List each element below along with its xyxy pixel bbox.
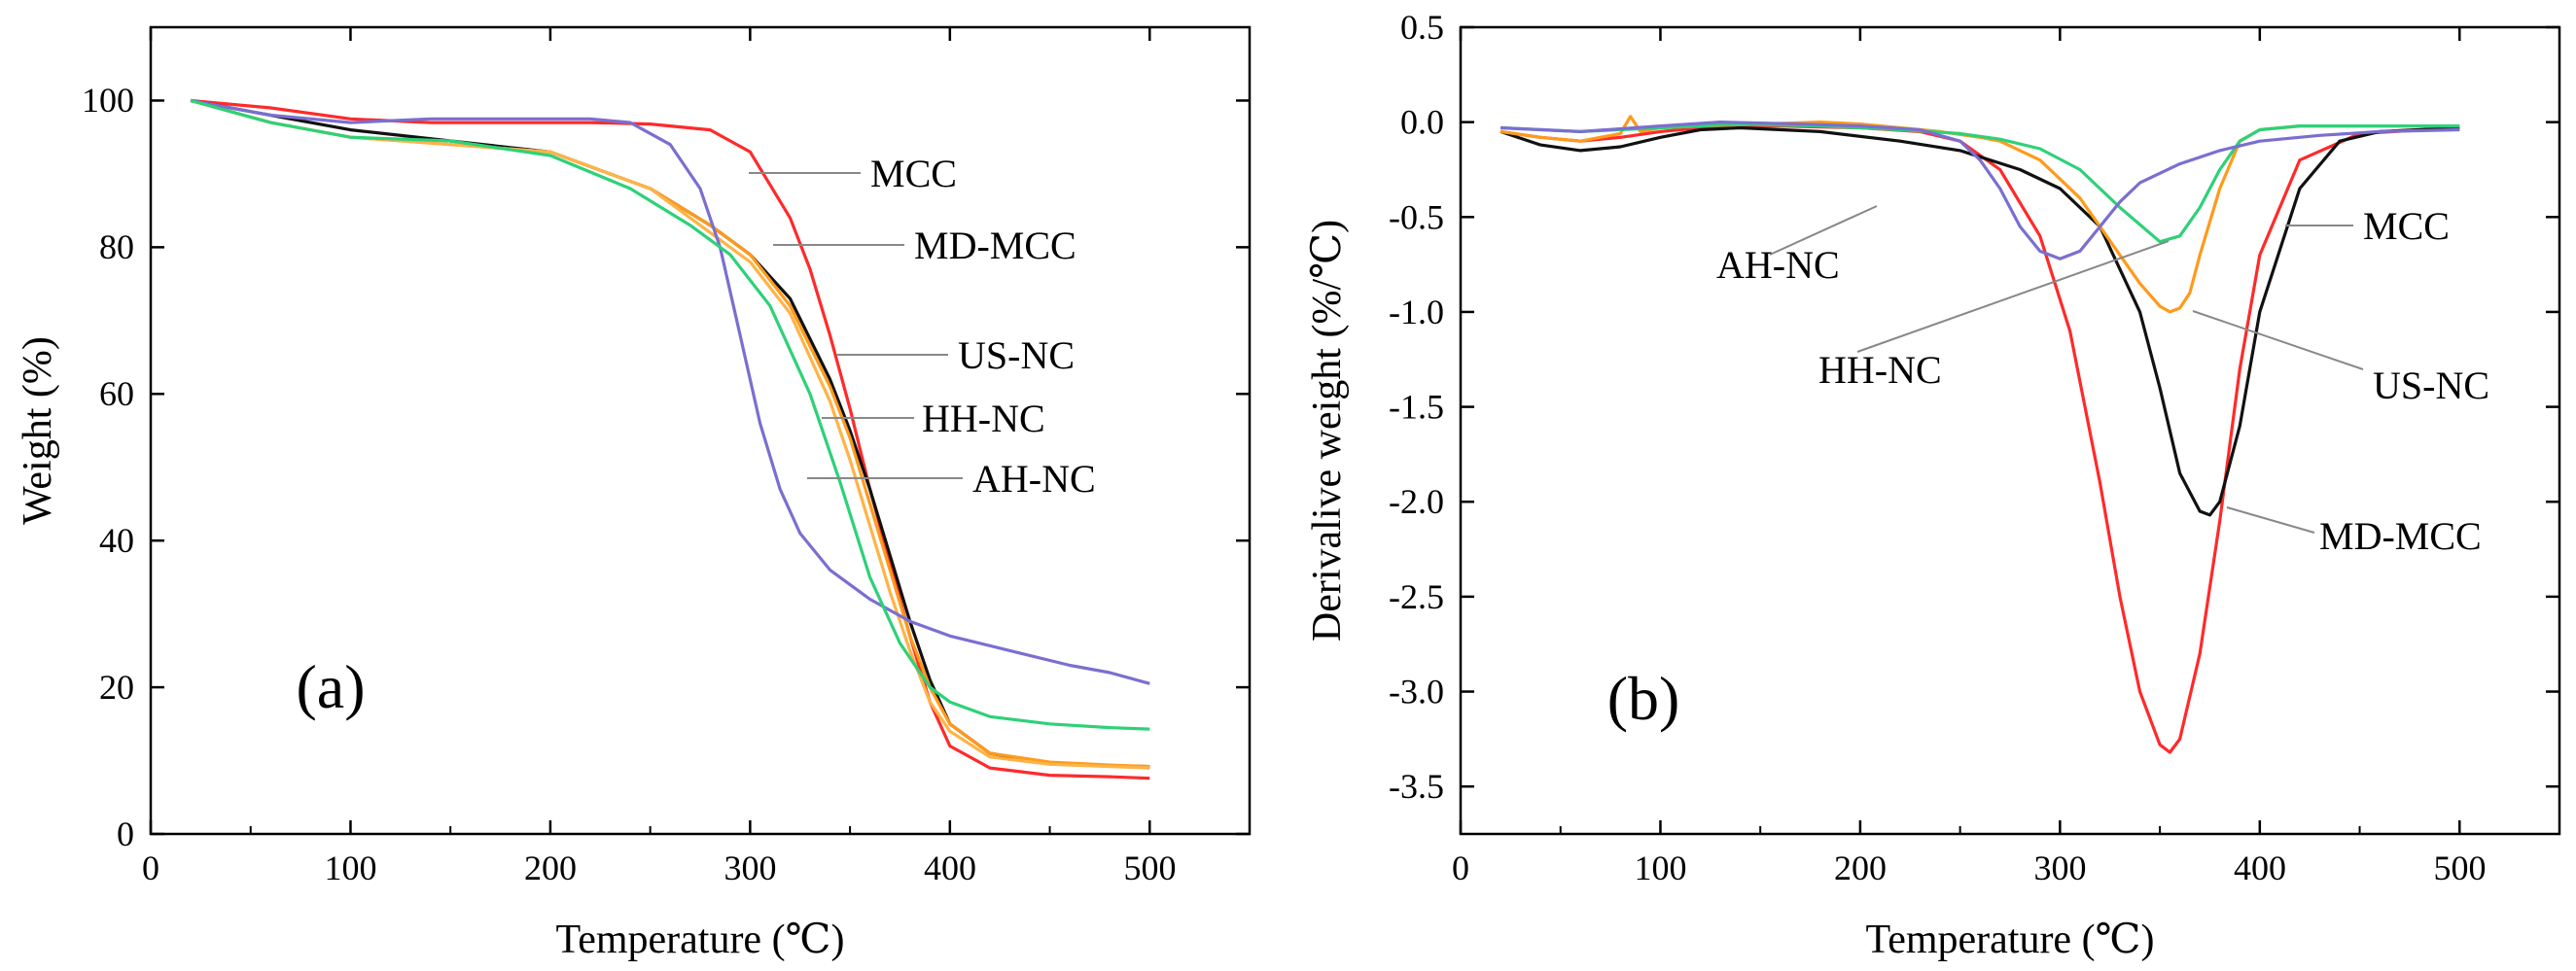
b-leader-hh-nc: [1856, 240, 2170, 353]
a-ytick-label: 80: [99, 227, 134, 266]
a-xtick-label: 0: [142, 849, 159, 887]
panel-a-frame: [149, 25, 1252, 836]
panel-a-y-axis-title: Weight (%): [16, 336, 60, 525]
b-leader-md-mcc: [2226, 506, 2315, 534]
b-label-us-nc: US-NC: [2373, 364, 2489, 407]
panel-a-x-tick-labels: 0 100 200 300 400 500: [142, 849, 1177, 887]
b-ytick-label: -3.0: [1389, 673, 1444, 711]
panel-a-y-tick-labels: 0 20 40 60 80 100: [82, 81, 134, 853]
b-series-md-mcc: [1500, 125, 2460, 517]
panel-a-curves: [190, 98, 1150, 780]
panel-a-ticks: [149, 27, 1250, 836]
b-label-mcc: MCC: [2363, 204, 2450, 248]
panel-b-ticks: [1459, 25, 2559, 834]
b-series-us-nc: [1500, 115, 2460, 314]
a-label-mcc: MCC: [870, 152, 957, 195]
panel-a-label: (a): [296, 652, 365, 721]
a-xtick-label: 400: [924, 849, 976, 887]
panel-b-curves: [1500, 115, 2460, 754]
a-ytick-label: 40: [99, 521, 134, 560]
panel-b-x-tick-labels: 0 100 200 300 400 500: [1452, 849, 2487, 887]
b-xtick-label: 400: [2234, 849, 2286, 887]
a-series-hh-nc: [190, 98, 1150, 770]
b-xtick-label: 100: [1635, 849, 1687, 887]
a-series-mcc: [190, 98, 1150, 780]
b-ytick-label: -2.0: [1389, 482, 1444, 521]
a-xtick-label: 300: [724, 849, 777, 887]
b-ytick-label: 0.0: [1400, 103, 1444, 142]
b-label-hh-nc: HH-NC: [1818, 348, 1942, 392]
panel-b-dtg-chart: 0 100 200 300 400 500 0.5 0.0 -0.5 -1.0 …: [1305, 8, 2561, 962]
b-ytick-label: -1.0: [1389, 293, 1444, 331]
a-label-hh-nc: HH-NC: [922, 397, 1045, 440]
panel-b-leader-lines: [1769, 205, 2364, 534]
a-label-us-nc: US-NC: [958, 333, 1075, 377]
a-xtick-label: 100: [325, 849, 377, 887]
b-ytick-label: -0.5: [1389, 197, 1444, 236]
b-series-ah-nc: [1500, 120, 2460, 260]
panel-a-leader-lines: [749, 172, 963, 479]
b-label-md-mcc: MD-MCC: [2319, 514, 2482, 558]
b-ytick-label: -3.5: [1389, 767, 1444, 806]
b-leader-ah-nc: [1769, 205, 1878, 256]
a-xtick-label: 500: [1124, 849, 1177, 887]
a-ytick-label: 100: [82, 81, 134, 120]
panel-b-x-axis-title: Temperature (℃): [1865, 918, 2154, 962]
panel-b-label: (b): [1607, 664, 1680, 733]
b-ytick-label: -2.5: [1389, 577, 1444, 616]
b-xtick-label: 0: [1452, 849, 1469, 887]
panel-b-frame: [1459, 25, 2561, 836]
a-series-unlabeled-5: [190, 98, 1150, 731]
panel-a-x-axis-title: Temperature (℃): [555, 918, 844, 962]
a-series-ah-nc: [190, 98, 1150, 685]
a-ytick-label: 20: [99, 668, 134, 707]
panel-b-y-tick-labels: 0.5 0.0 -0.5 -1.0 -1.5 -2.0 -2.5 -3.0 -3…: [1389, 8, 1444, 806]
panel-a-tga-chart: 0 100 200 300 400 500 0 20 40 60 80 100 …: [16, 25, 1252, 962]
panel-b-y-axis-title: Derivalive weight (%/℃): [1305, 220, 1350, 642]
a-ytick-label: 0: [117, 815, 134, 853]
a-label-ah-nc: AH-NC: [972, 457, 1096, 501]
a-ytick-label: 60: [99, 374, 134, 413]
a-xtick-label: 200: [524, 849, 577, 887]
b-ytick-label: -1.5: [1389, 388, 1444, 427]
b-xtick-label: 200: [1834, 849, 1887, 887]
b-ytick-label: 0.5: [1400, 8, 1444, 47]
b-leader-us-nc: [2192, 310, 2364, 370]
b-xtick-label: 500: [2434, 849, 2487, 887]
b-label-ah-nc: AH-NC: [1716, 243, 1840, 287]
b-xtick-label: 300: [2034, 849, 2087, 887]
b-series-mcc: [1500, 124, 2460, 754]
a-label-md-mcc: MD-MCC: [914, 224, 1076, 267]
